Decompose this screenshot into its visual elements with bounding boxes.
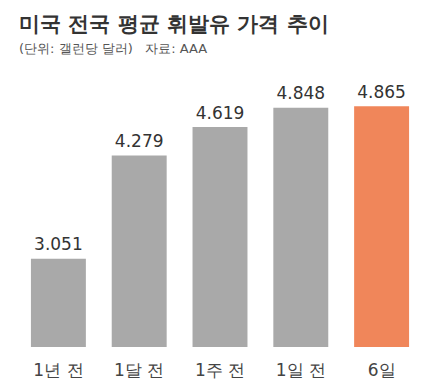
svg-text:미국 전국 평균 휘발유 가격 추이: 미국 전국 평균 휘발유 가격 추이	[19, 12, 329, 36]
svg-text:1주 전: 1주 전	[195, 360, 245, 380]
svg-text:3.051: 3.051	[34, 234, 83, 254]
svg-text:6일: 6일	[368, 360, 396, 380]
svg-text:4.865: 4.865	[357, 82, 406, 102]
svg-text:1일 전: 1일 전	[276, 360, 326, 380]
svg-text:4.619: 4.619	[196, 103, 245, 123]
svg-text:1달 전: 1달 전	[114, 360, 164, 380]
svg-text:4.279: 4.279	[115, 131, 164, 151]
svg-text:4.848: 4.848	[276, 83, 325, 103]
svg-text:(단위: 갤런당 달러) 자료: AAA: (단위: 갤런당 달러) 자료: AAA	[19, 41, 207, 56]
svg-text:1년 전: 1년 전	[33, 360, 83, 380]
